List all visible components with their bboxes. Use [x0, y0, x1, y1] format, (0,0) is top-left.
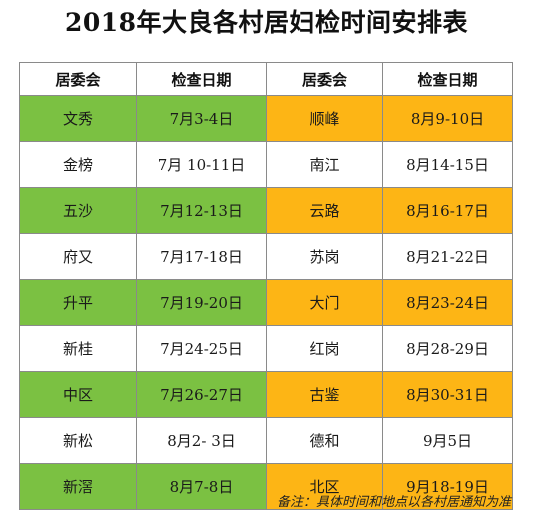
footnote: 备注：具体时间和地点以各村居通知为准 [276, 495, 511, 510]
committee-cell: 金榜 [19, 141, 137, 188]
table-row: 升平 7月19-20日 大门 8月23-24日 [19, 279, 513, 326]
header-date-right: 检查日期 [382, 62, 513, 96]
date-cell: 7月17-18日 [136, 233, 267, 280]
committee-cell: 升平 [19, 279, 137, 326]
date-cell: 9月18-19日 [382, 463, 513, 510]
table-row: 五沙 7月12-13日 云路 8月16-17日 [19, 187, 513, 234]
committee-cell: 古鉴 [266, 371, 383, 418]
date-cell: 8月23-24日 [382, 279, 513, 326]
header-committee-right: 居委会 [266, 62, 383, 96]
committee-cell: 云路 [266, 187, 383, 234]
committee-cell: 德和 [266, 417, 383, 464]
committee-cell: 新滘 [19, 463, 137, 510]
date-cell: 8月2- 3日 [136, 417, 267, 464]
committee-cell: 红岗 [266, 325, 383, 372]
date-cell: 7月 10-11日 [136, 141, 267, 188]
committee-cell: 府又 [19, 233, 137, 280]
table-row: 新松 8月2- 3日 德和 9月5日 [19, 417, 513, 464]
committee-cell: 北区 [266, 463, 383, 510]
schedule-table: 居委会 检查日期 居委会 检查日期 文秀 7月3-4日 顺峰 8月9-10日 金… [19, 62, 513, 510]
date-cell: 9月5日 [382, 417, 513, 464]
date-cell: 8月7-8日 [136, 463, 267, 510]
committee-cell: 新松 [19, 417, 137, 464]
committee-cell: 新桂 [19, 325, 137, 372]
committee-cell: 文秀 [19, 95, 137, 142]
committee-cell: 大门 [266, 279, 383, 326]
table-row: 新滘 8月7-8日 北区 9月18-19日 [19, 463, 513, 510]
date-cell: 8月28-29日 [382, 325, 513, 372]
committee-cell: 苏岗 [266, 233, 383, 280]
committee-cell: 五沙 [19, 187, 137, 234]
page-title: 2018年大良各村居妇检时间安排表 [64, 8, 469, 37]
table-row: 金榜 7月 10-11日 南江 8月14-15日 [19, 141, 513, 188]
date-cell: 8月21-22日 [382, 233, 513, 280]
table-row: 新桂 7月24-25日 红岗 8月28-29日 [19, 325, 513, 372]
table-header-row: 居委会 检查日期 居委会 检查日期 [19, 62, 513, 96]
date-cell: 8月14-15日 [382, 141, 513, 188]
date-cell: 8月9-10日 [382, 95, 513, 142]
table-row: 文秀 7月3-4日 顺峰 8月9-10日 [19, 95, 513, 142]
header-committee-left: 居委会 [19, 62, 137, 96]
committee-cell: 南江 [266, 141, 383, 188]
date-cell: 8月30-31日 [382, 371, 513, 418]
date-cell: 7月24-25日 [136, 325, 267, 372]
table-row: 中区 7月26-27日 古鉴 8月30-31日 [19, 371, 513, 418]
date-cell: 7月3-4日 [136, 95, 267, 142]
date-cell: 7月19-20日 [136, 279, 267, 326]
committee-cell: 中区 [19, 371, 137, 418]
committee-cell: 顺峰 [266, 95, 383, 142]
date-cell: 7月26-27日 [136, 371, 267, 418]
date-cell: 7月12-13日 [136, 187, 267, 234]
date-cell: 8月16-17日 [382, 187, 513, 234]
table-row: 府又 7月17-18日 苏岗 8月21-22日 [19, 233, 513, 280]
header-date-left: 检查日期 [136, 62, 267, 96]
